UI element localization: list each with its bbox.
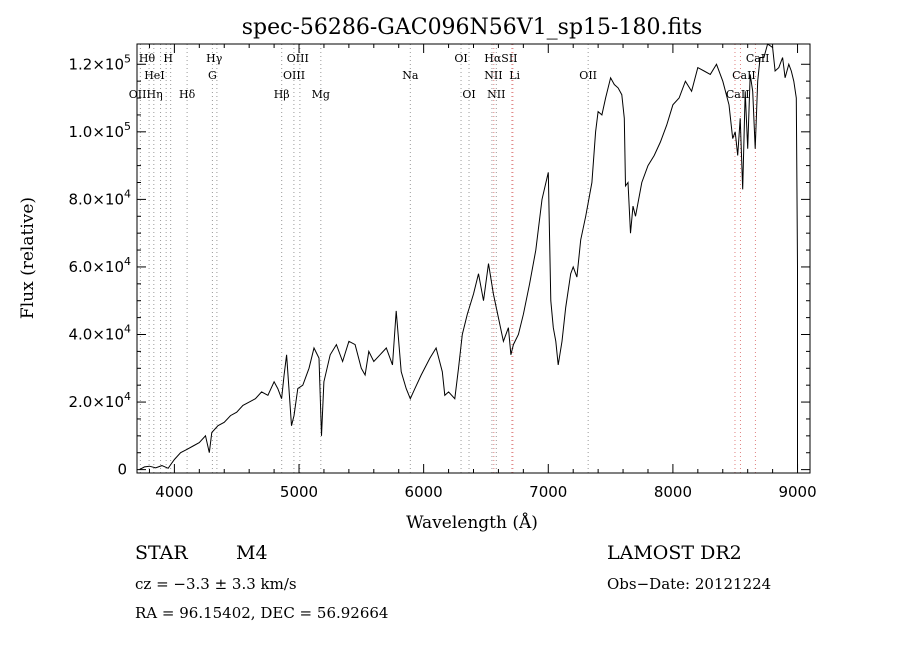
spectral-line-label: CaII — [726, 88, 750, 101]
spectral-line-label: CaII — [746, 52, 770, 65]
spectral-line-label: OII — [579, 69, 597, 82]
spectral-line-label: OIIHη — [129, 88, 163, 101]
spectral-line-label: H — [163, 52, 173, 65]
spectral-line-label: CaII — [732, 69, 756, 82]
spectral-line-label: NII — [484, 69, 502, 82]
y-tick-label: 8.0×104 — [68, 187, 131, 208]
spectral-line-markers — [139, 44, 756, 473]
y-tick-label: 4.0×104 — [68, 323, 131, 344]
spectral-line-label: Hδ — [179, 88, 196, 101]
x-axis-label: Wavelength (Å) — [406, 512, 538, 533]
spectral-line-label: Na — [402, 69, 419, 82]
x-tick-label: 4000 — [155, 483, 193, 501]
spectral-line-label: OIII — [287, 52, 309, 65]
y-tick-label: 1.0×105 — [68, 120, 131, 141]
x-tick-label: 9000 — [778, 483, 816, 501]
spectral-line-label: OI — [454, 52, 467, 65]
y-tick-label: 0 — [117, 461, 127, 479]
y-tick-label: 1.2×105 — [68, 52, 131, 73]
spectral-line-label: OI — [462, 88, 475, 101]
spectral-line-label: Mg — [312, 88, 330, 101]
spectral-line-label: Hβ — [274, 88, 290, 101]
y-axis-label: Flux (relative) — [18, 197, 38, 319]
spectral-line-label: Hθ — [139, 52, 156, 65]
spectral-line-labels: Hθ H Hγ OIII OI HαSII CaII HeI G OIII Na NII Li OII Ca… — [129, 52, 770, 101]
y-tick-label: 6.0×104 — [68, 255, 131, 276]
x-tick-label: 8000 — [654, 483, 692, 501]
spectral-line-label: OIII — [283, 69, 305, 82]
chart-title: spec-56286-GAC096N56V1_sp15-180.fits — [242, 15, 703, 40]
x-tick-label: 6000 — [405, 483, 443, 501]
x-tick-label: 7000 — [529, 483, 567, 501]
spectral-line-label: HαSII — [484, 52, 517, 65]
spectral-line-label: NII — [487, 88, 505, 101]
y-tick-label: 2.0×104 — [68, 390, 131, 411]
spectral-line-label: G — [208, 69, 217, 82]
x-tick-label: 5000 — [280, 483, 318, 501]
observation-date: Obs−Date: 20121224 — [607, 575, 771, 593]
spectral-line-label: HeI — [144, 69, 164, 82]
spectral-line-label: Li — [509, 69, 520, 82]
object-class: STAR — [135, 542, 188, 564]
spectrum-series — [139, 43, 798, 471]
plot-frame — [136, 43, 811, 474]
redshift-velocity: cz = −3.3 ± 3.3 km/s — [135, 575, 297, 593]
coordinates: RA = 96.15402, DEC = 56.92664 — [135, 604, 388, 622]
object-subclass: M4 — [236, 542, 268, 564]
survey-name: LAMOST DR2 — [607, 542, 742, 564]
spectral-line-label: Hγ — [206, 52, 223, 65]
y-axis: 0 2.0×104 4.0×104 6.0×104 8.0×104 1.0×105 1.2×… — [68, 52, 810, 479]
x-axis: 4000 5000 6000 7000 8000 9000 — [148, 44, 817, 501]
